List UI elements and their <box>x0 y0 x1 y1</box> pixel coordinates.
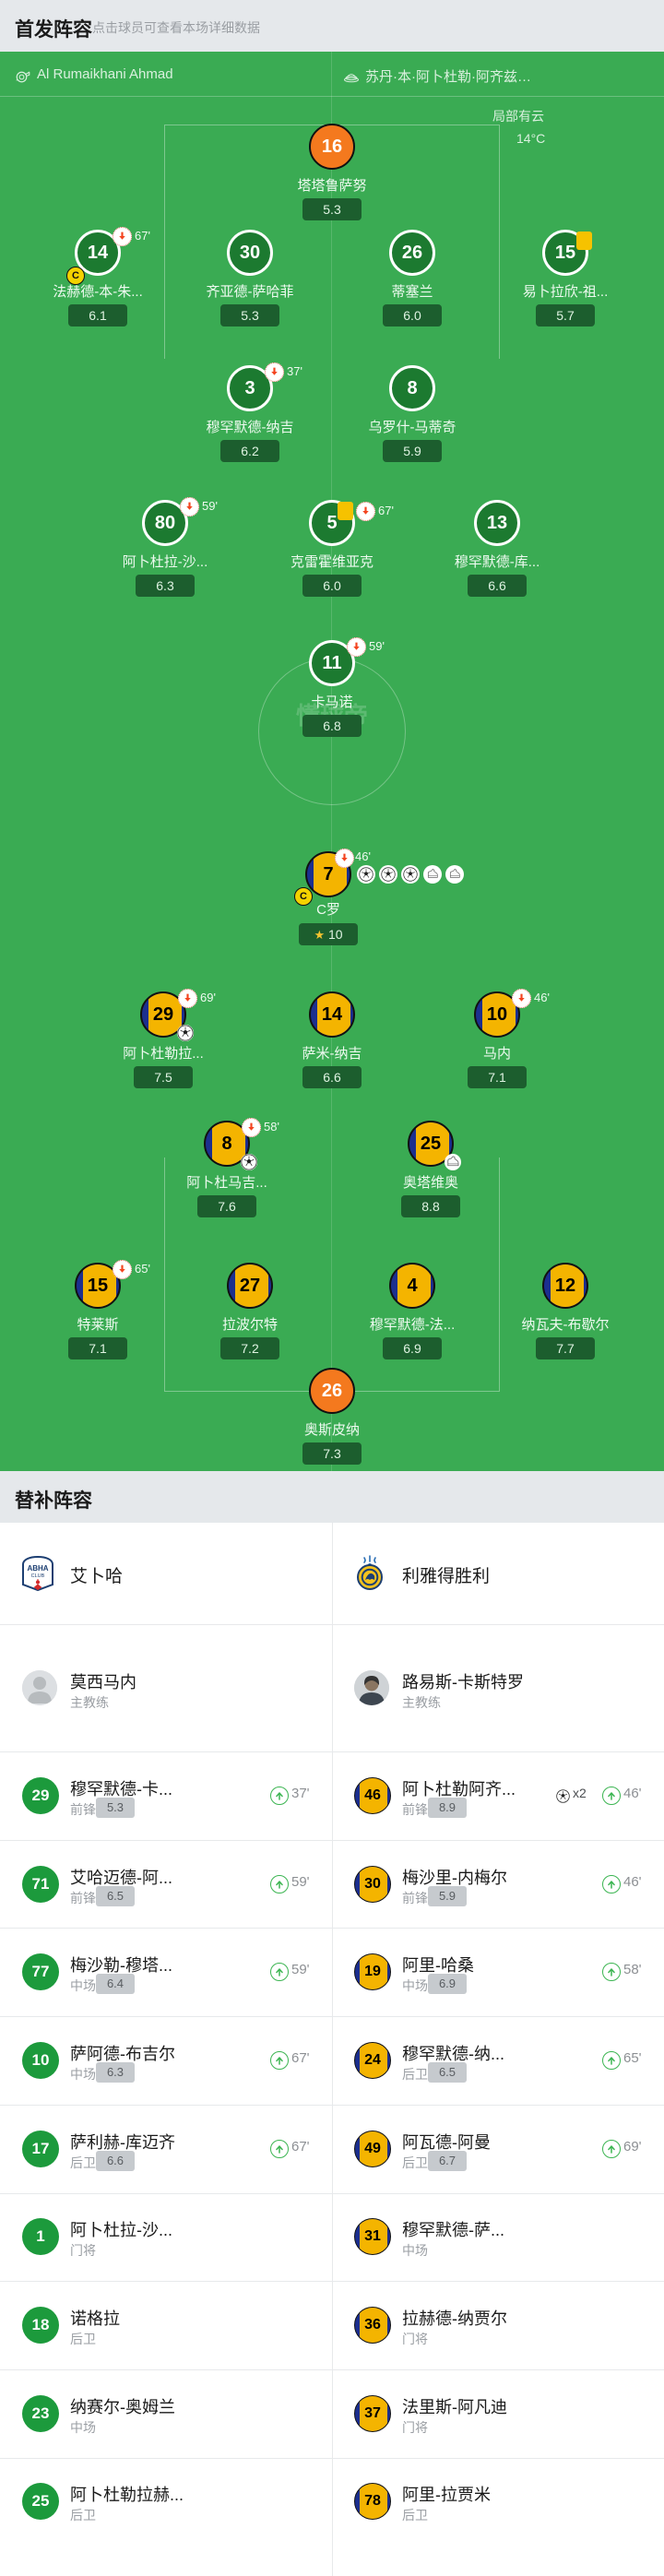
svg-text:ABHA: ABHA <box>27 1564 48 1573</box>
svg-text:CLUB: CLUB <box>31 1573 45 1579</box>
